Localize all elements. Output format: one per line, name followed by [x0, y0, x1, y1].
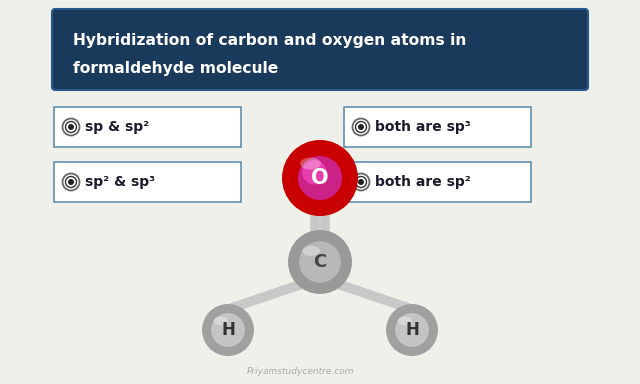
Circle shape	[63, 174, 79, 190]
Circle shape	[300, 241, 341, 283]
Text: both are sp²: both are sp²	[375, 175, 471, 189]
Circle shape	[386, 304, 438, 356]
Text: O: O	[311, 168, 329, 188]
Text: both are sp³: both are sp³	[375, 120, 471, 134]
Circle shape	[288, 230, 352, 294]
Ellipse shape	[397, 317, 412, 325]
FancyBboxPatch shape	[52, 9, 588, 90]
Circle shape	[211, 313, 245, 347]
Circle shape	[298, 156, 342, 200]
FancyBboxPatch shape	[54, 162, 241, 202]
Text: C: C	[314, 253, 326, 271]
Circle shape	[358, 179, 364, 185]
FancyBboxPatch shape	[344, 162, 531, 202]
Circle shape	[353, 174, 369, 190]
Circle shape	[282, 140, 358, 216]
Text: Priyamstudycentre.com: Priyamstudycentre.com	[247, 367, 355, 376]
Ellipse shape	[214, 317, 228, 325]
Circle shape	[68, 179, 74, 185]
Circle shape	[63, 119, 79, 136]
Circle shape	[302, 160, 326, 184]
Circle shape	[358, 124, 364, 130]
Text: H: H	[221, 321, 235, 339]
Circle shape	[395, 313, 429, 347]
Text: sp & sp²: sp & sp²	[85, 120, 149, 134]
Circle shape	[68, 124, 74, 130]
FancyBboxPatch shape	[344, 107, 531, 147]
Text: formaldehyde molecule: formaldehyde molecule	[73, 61, 278, 76]
Circle shape	[353, 119, 369, 136]
Text: Hybridization of carbon and oxygen atoms in: Hybridization of carbon and oxygen atoms…	[73, 33, 467, 48]
Text: sp² & sp³: sp² & sp³	[85, 175, 155, 189]
Text: H: H	[405, 321, 419, 339]
Ellipse shape	[300, 157, 321, 170]
FancyBboxPatch shape	[54, 107, 241, 147]
Ellipse shape	[302, 246, 320, 256]
Circle shape	[202, 304, 254, 356]
